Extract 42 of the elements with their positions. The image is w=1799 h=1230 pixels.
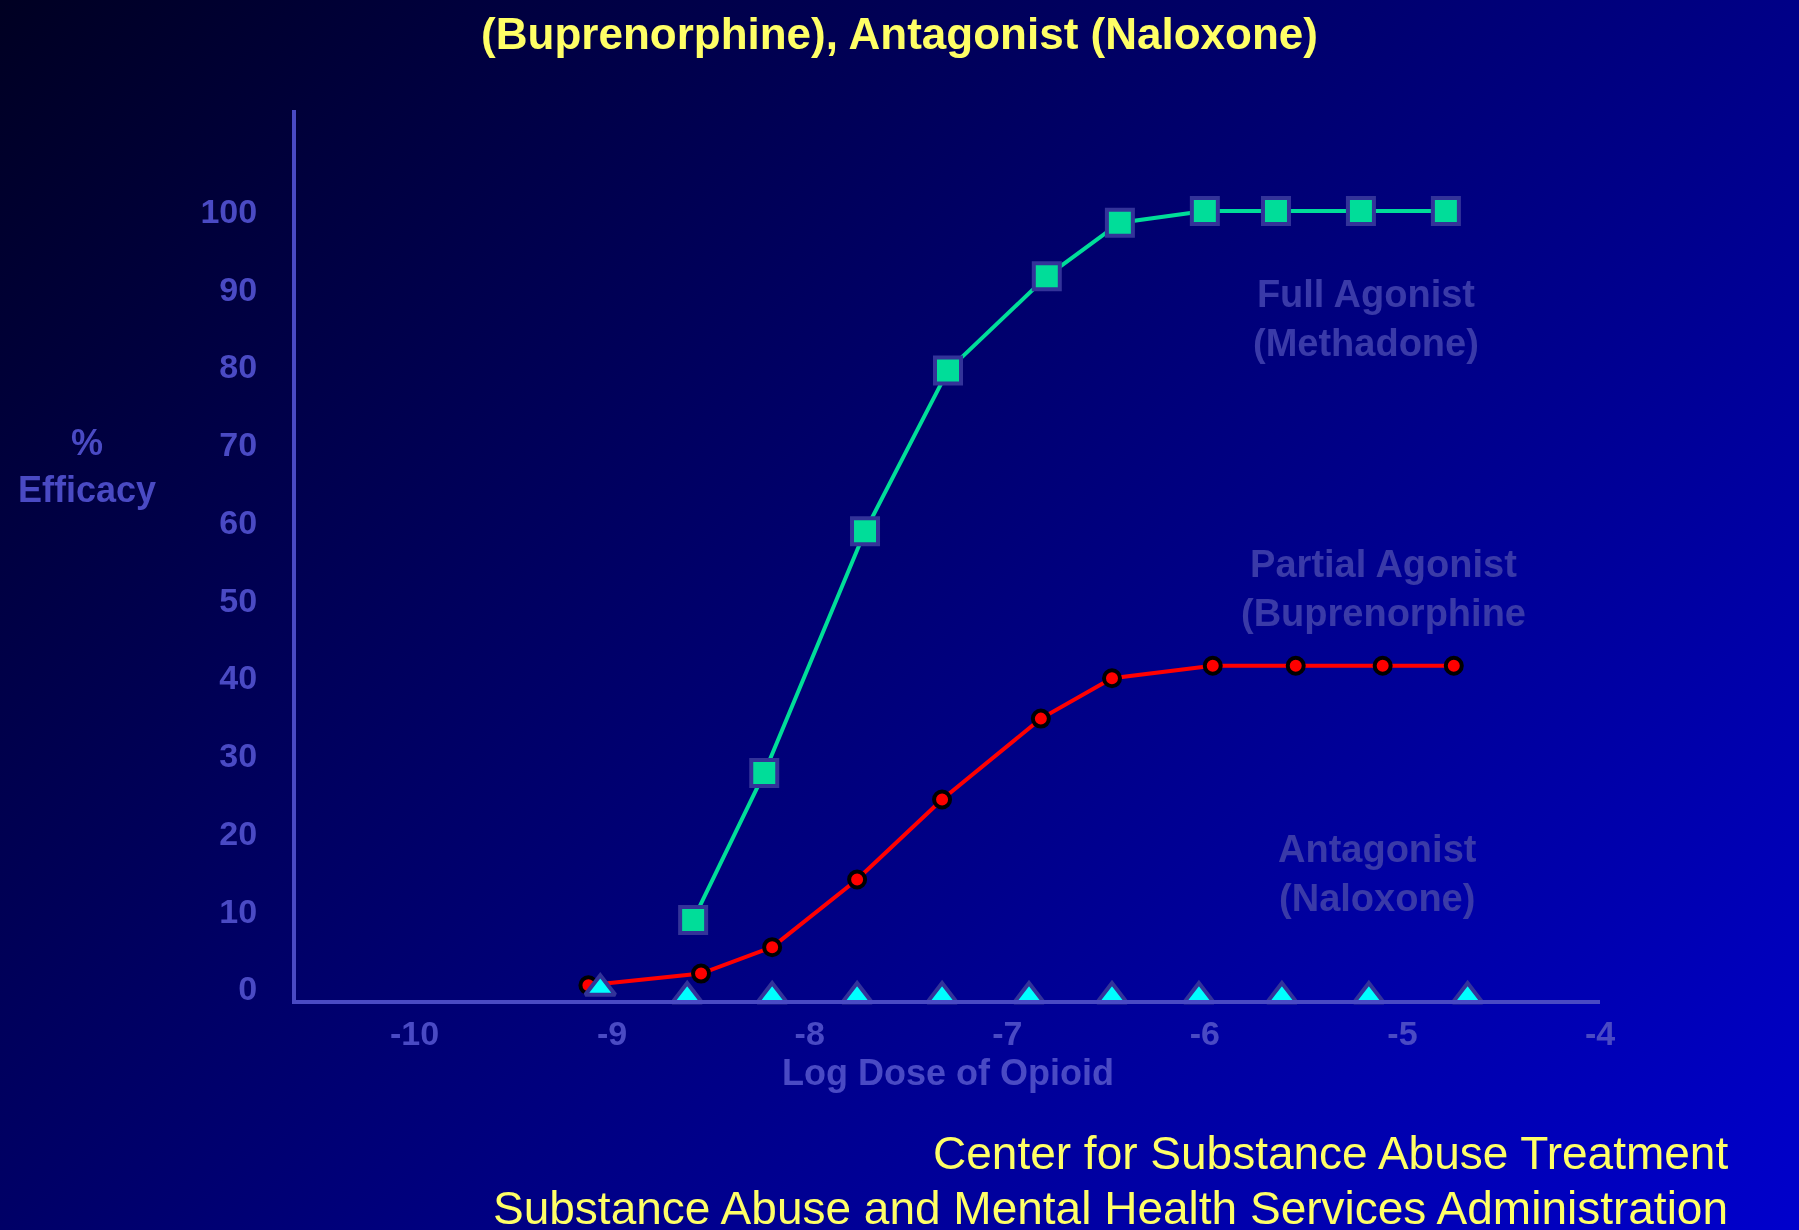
point <box>850 516 881 547</box>
x-axis-title: Log Dose of Opioid <box>782 1052 1114 1093</box>
x-tick-label: -7 <box>992 1013 1023 1052</box>
point <box>1372 655 1393 676</box>
x-tick-label: -4 <box>1584 1013 1616 1052</box>
y-axis-title: % Efficacy <box>18 422 157 510</box>
y-tick-label: 100 <box>200 191 258 230</box>
x-tick-label: -9 <box>597 1013 628 1052</box>
point <box>1102 668 1122 689</box>
point <box>1189 196 1220 227</box>
x-tick-label: -5 <box>1387 1013 1418 1052</box>
y-tick-label: 70 <box>219 425 258 464</box>
chart-title: (Buprenorphine), Antagonist (Naloxone) <box>481 9 1318 59</box>
point <box>1260 196 1291 227</box>
y-tick-label: 50 <box>219 580 258 619</box>
point <box>1345 196 1376 227</box>
y-tick-label: 30 <box>219 736 258 775</box>
point <box>1030 708 1051 729</box>
text: Substance Abuse and Mental Health Services Administration <box>493 1182 1729 1230</box>
y-tick-label: 80 <box>219 347 258 386</box>
x-tick-label: -6 <box>1189 1013 1220 1052</box>
point <box>1104 207 1135 238</box>
y-tick-label: 20 <box>219 813 258 852</box>
x-tick-label: -10 <box>389 1013 440 1052</box>
text: Center for Substance Abuse Treatment <box>933 1127 1729 1179</box>
point <box>1285 655 1306 676</box>
point <box>1031 261 1062 292</box>
y-tick-label: 40 <box>219 658 258 697</box>
series-label: Antagonist (Naloxone) <box>1278 828 1477 920</box>
series-label: Partial Agonist (Buprenorphine <box>1241 543 1526 635</box>
point <box>1443 655 1464 676</box>
y-tick-label: 90 <box>219 269 258 308</box>
point <box>933 355 963 386</box>
y-tick-label: 0 <box>238 969 258 1008</box>
point <box>1202 655 1223 676</box>
point <box>678 904 709 935</box>
point <box>932 789 953 810</box>
x-tick-label: -8 <box>794 1013 825 1052</box>
point <box>1430 196 1461 227</box>
y-tick-label: 60 <box>219 502 258 541</box>
series-label: Full Agonist (Methadone) <box>1253 273 1479 365</box>
y-tick-label: 10 <box>219 891 258 930</box>
